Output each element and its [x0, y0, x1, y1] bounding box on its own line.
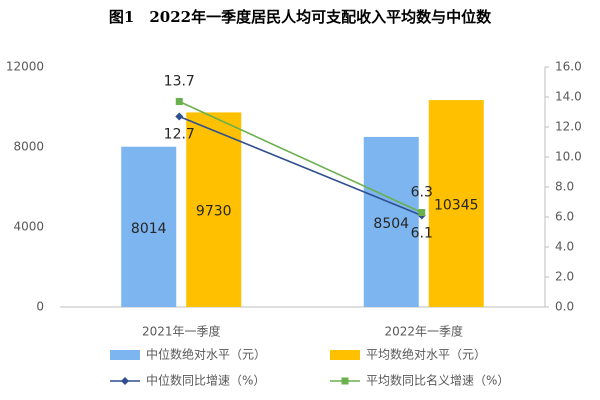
legend-label: 平均数绝对水平（元）: [366, 347, 486, 362]
marker: [175, 98, 183, 105]
y2-tick-label: 10.0: [555, 150, 582, 164]
x-tick-label: 2021年一季度: [142, 324, 221, 339]
data-label: 9730: [196, 204, 232, 220]
data-label: 8014: [131, 221, 167, 237]
y2-tick-label: 2.0: [555, 270, 574, 284]
data-label: 6.3: [411, 185, 433, 201]
legend-swatch: [330, 350, 360, 360]
marker: [418, 209, 426, 216]
legend-swatch: [110, 350, 140, 360]
line: [178, 100, 423, 214]
x-tick-label: 2022年一季度: [384, 324, 463, 339]
data-label: 12.7: [164, 127, 195, 143]
legend-marker: [121, 377, 129, 385]
bar: [121, 146, 177, 307]
bar: [428, 100, 484, 307]
data-label: 13.7: [164, 74, 195, 90]
y-tick-label: 4000: [13, 220, 44, 234]
y2-tick-label: 0.0: [555, 300, 574, 314]
bar: [186, 112, 242, 308]
chart-title: 图1 2022年一季度居民人均可支配收入平均数与中位数: [109, 8, 492, 26]
y2-tick-label: 8.0: [555, 180, 574, 194]
y2-tick-label: 6.0: [555, 210, 574, 224]
y2-tick-label: 12.0: [555, 120, 582, 134]
y-tick-label: 0: [36, 300, 44, 314]
bar: [363, 136, 419, 307]
data-label: 10345: [434, 198, 479, 214]
data-label: 6.1: [411, 226, 433, 242]
y2-tick-label: 14.0: [555, 90, 582, 104]
legend-marker: [341, 377, 349, 385]
legend-label: 中位数绝对水平（元）: [146, 347, 266, 362]
y-tick-label: 12000: [6, 60, 44, 74]
marker: [175, 112, 184, 121]
y2-tick-label: 4.0: [555, 240, 574, 254]
data-label: 8504: [373, 216, 409, 232]
y-tick-label: 8000: [13, 140, 44, 154]
legend-label: 平均数同比名义增速（%）: [366, 373, 509, 388]
y2-tick-label: 16.0: [555, 60, 582, 74]
line: [178, 115, 423, 217]
legend-label: 中位数同比增速（%）: [146, 373, 265, 388]
